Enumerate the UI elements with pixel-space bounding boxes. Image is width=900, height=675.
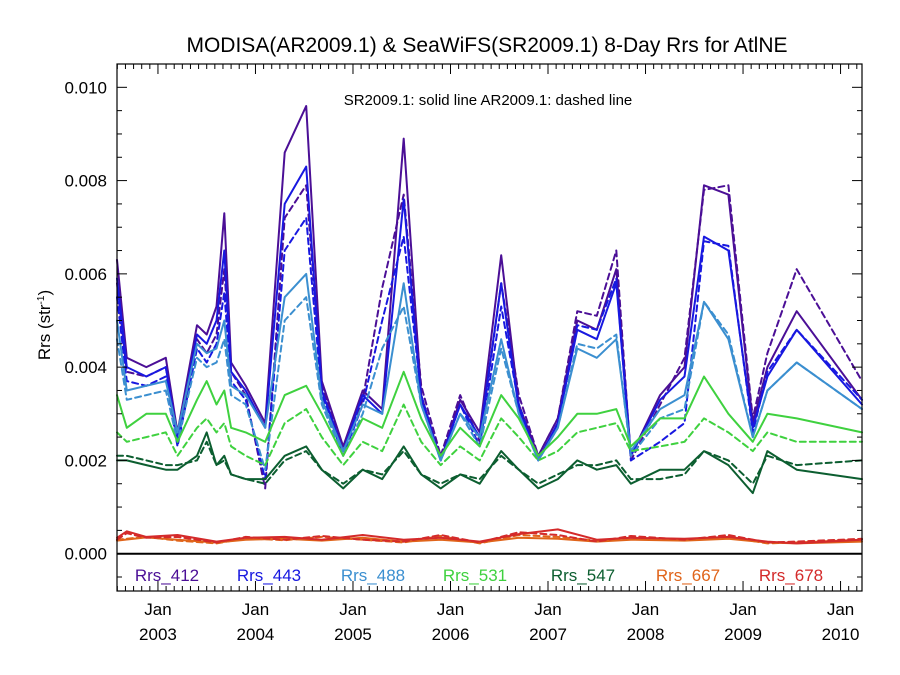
y-axis-label: Rrs (str-1) (35, 290, 54, 360)
y-tick-label: 0.006 (64, 265, 107, 284)
x-tick-label-year: 2003 (139, 625, 177, 644)
series-line-rrs_443-dashed (116, 216, 863, 481)
series-line-rrs_678-dashed (116, 531, 863, 544)
series-line-rrs_412-dashed (116, 184, 863, 490)
legend-item-rrs_678: Rrs_678 (759, 566, 823, 585)
x-tick-label-month: Jan (242, 600, 269, 619)
y-tick-label: 0.010 (64, 78, 107, 97)
x-tick-label-month: Jan (437, 600, 464, 619)
x-tick-label-month: Jan (729, 600, 756, 619)
x-tick-label-month: Jan (827, 600, 854, 619)
series-line-rrs_547-dashed (116, 440, 863, 485)
plot-frame (116, 63, 863, 592)
legend-item-rrs_443: Rrs_443 (237, 566, 301, 585)
y-axis-label-close: ) (35, 290, 54, 296)
x-tick-label-year: 2006 (432, 625, 470, 644)
x-tick-label-year: 2010 (822, 625, 860, 644)
legend-item-rrs_488: Rrs_488 (341, 566, 405, 585)
series-line-rrs_488-dashed (116, 296, 863, 471)
x-tick-label-month: Jan (534, 600, 561, 619)
y-tick-label: 0.002 (64, 451, 107, 470)
x-tick-label-year: 2004 (237, 625, 275, 644)
legend-item-rrs_531: Rrs_531 (443, 566, 507, 585)
axes-layer: 0.000 0.002 0.004 0.006 0.008 0.010 Jan 2003 Jan… (64, 64, 862, 644)
x-tick-label-year: 2008 (627, 625, 665, 644)
x-tick-label-year: 2009 (724, 625, 762, 644)
x-tick-label-month: Jan (339, 600, 366, 619)
legend: Rrs_412 Rrs_443 Rrs_488 Rrs_531 Rrs_547 Rrs_6… (135, 566, 823, 585)
line-style-annotation: SR2009.1: solid line AR2009.1: dashed li… (344, 92, 633, 109)
chart-title: MODISA(AR2009.1) & SeaWiFS(SR2009.1) 8-D… (186, 34, 787, 57)
legend-item-rrs_412: Rrs_412 (135, 566, 199, 585)
series-line-rrs_531-solid (116, 370, 863, 457)
legend-item-rrs_667: Rrs_667 (656, 566, 720, 585)
x-tick-label-year: 2005 (334, 625, 372, 644)
legend-item-rrs_547: Rrs_547 (551, 566, 615, 585)
series-layer (116, 105, 863, 545)
y-axis-label-superscript: -1 (36, 295, 47, 304)
series-line-rrs_531-dashed (116, 403, 863, 467)
x-tick-label-year: 2007 (529, 625, 567, 644)
y-tick-label: 0.004 (64, 358, 107, 377)
y-axis-label-main: Rrs (str (35, 304, 54, 360)
y-tick-label: 0.008 (64, 172, 107, 191)
x-tick-label-month: Jan (632, 600, 659, 619)
x-tick-label-month: Jan (144, 600, 171, 619)
y-tick-label: 0.000 (64, 545, 107, 564)
series-line-rrs_488-solid (116, 272, 863, 462)
